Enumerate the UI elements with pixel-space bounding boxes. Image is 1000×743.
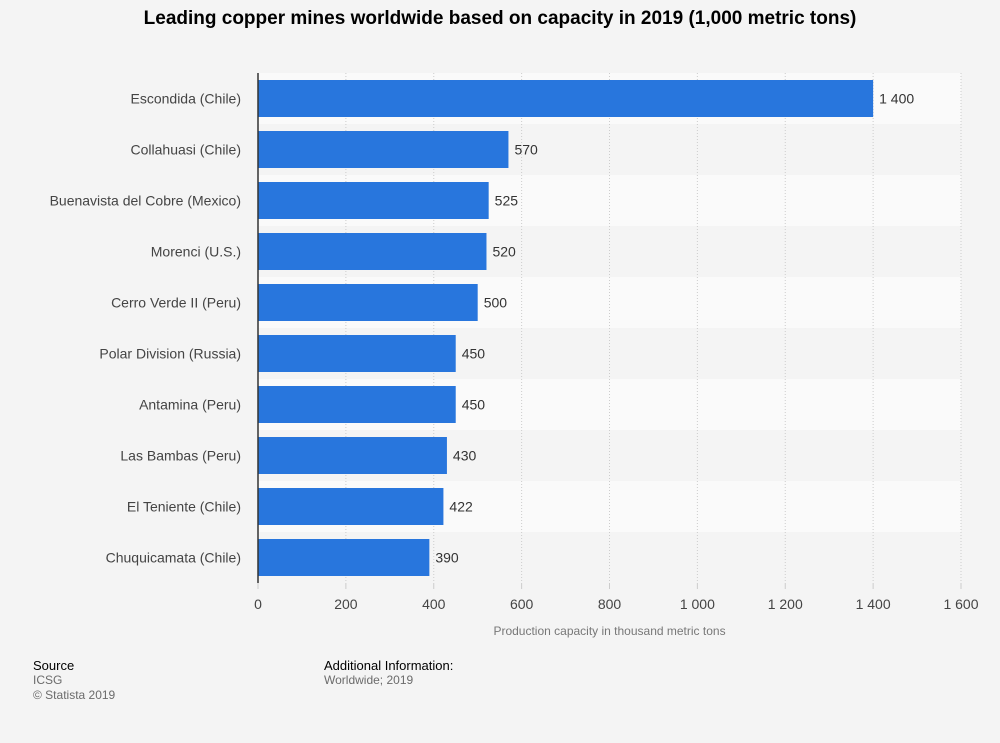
category-label: Escondida (Chile) bbox=[131, 91, 242, 107]
bar bbox=[258, 284, 478, 321]
bar bbox=[258, 539, 430, 576]
bar bbox=[258, 488, 444, 525]
source-line-icsg: ICSG bbox=[33, 673, 63, 687]
bar bbox=[258, 437, 447, 474]
value-label: 450 bbox=[462, 346, 486, 362]
value-label: 520 bbox=[492, 244, 516, 260]
x-tick-label: 1 000 bbox=[680, 596, 715, 612]
bar bbox=[258, 80, 874, 117]
category-label: Morenci (U.S.) bbox=[151, 244, 241, 260]
x-tick-label: 1 600 bbox=[943, 596, 978, 612]
source-heading: Source bbox=[33, 658, 75, 673]
bar bbox=[258, 335, 456, 372]
x-axis-title: Production capacity in thousand metric t… bbox=[493, 624, 725, 638]
x-tick-label: 1 200 bbox=[768, 596, 803, 612]
value-label: 500 bbox=[484, 295, 508, 311]
chart-title: Leading copper mines worldwide based on … bbox=[143, 8, 857, 29]
bar bbox=[258, 182, 489, 219]
value-label: 422 bbox=[449, 499, 473, 515]
value-label: 430 bbox=[453, 448, 477, 464]
x-tick-label: 800 bbox=[598, 596, 622, 612]
x-tick-label: 1 400 bbox=[856, 596, 891, 612]
x-tick-label: 200 bbox=[334, 596, 358, 612]
bar bbox=[258, 131, 509, 168]
value-label: 390 bbox=[435, 550, 459, 566]
additional-info-line: Worldwide; 2019 bbox=[324, 673, 414, 687]
value-label: 525 bbox=[495, 193, 519, 209]
x-tick-label: 0 bbox=[254, 596, 262, 612]
additional-info-section: Additional Information: Worldwide; 2019 bbox=[324, 658, 453, 688]
category-label: Chuquicamata (Chile) bbox=[106, 550, 241, 566]
additional-info-heading: Additional Information: bbox=[324, 658, 454, 673]
category-label: Antamina (Peru) bbox=[139, 397, 241, 413]
category-label: Collahuasi (Chile) bbox=[131, 142, 242, 158]
x-tick-label: 400 bbox=[422, 596, 446, 612]
bar bbox=[258, 386, 456, 423]
bar-chart: 1 400 Escondida (Chile) 570 Collahuasi (Chi… bbox=[50, 73, 979, 638]
value-label: 450 bbox=[462, 397, 486, 413]
category-label: Polar Division (Russia) bbox=[99, 346, 241, 362]
category-label: Las Bambas (Peru) bbox=[120, 448, 241, 464]
x-tick-label: 600 bbox=[510, 596, 534, 612]
value-label: 570 bbox=[514, 142, 538, 158]
category-label: El Teniente (Chile) bbox=[127, 499, 241, 515]
value-label: 1 400 bbox=[879, 91, 914, 107]
bar bbox=[258, 233, 487, 270]
source-section: Source ICSG © Statista 2019 bbox=[33, 658, 115, 703]
source-line-copyright: © Statista 2019 bbox=[33, 688, 116, 702]
category-label: Cerro Verde II (Peru) bbox=[111, 295, 241, 311]
category-label: Buenavista del Cobre (Mexico) bbox=[50, 193, 241, 209]
